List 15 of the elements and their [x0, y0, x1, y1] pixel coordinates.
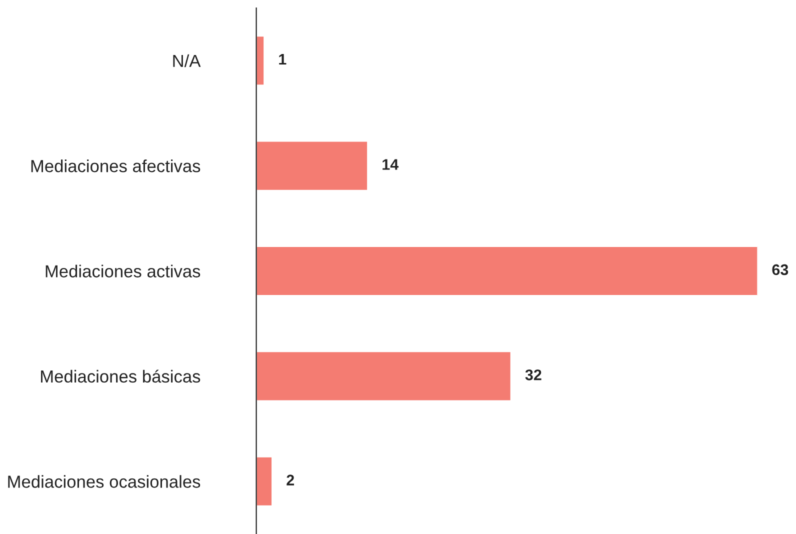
y-tick-label: Mediaciones básicas [41, 370, 200, 383]
bar [256, 140, 368, 192]
data-label: 1 [279, 54, 286, 65]
bar [256, 350, 512, 402]
data-label: 14 [382, 159, 399, 170]
data-label: 32 [525, 369, 542, 380]
y-tick-label: Mediaciones activas [46, 264, 200, 278]
y-tick-label: N/A [173, 54, 201, 68]
bar [256, 246, 758, 296]
y-tick-label: Mediaciones afectivas [31, 160, 200, 172]
data-label: 63 [772, 264, 788, 276]
bar [256, 35, 265, 86]
data-label: 2 [286, 474, 294, 486]
bar [256, 456, 273, 507]
y-tick-label: Mediaciones ocasionales [8, 475, 200, 488]
